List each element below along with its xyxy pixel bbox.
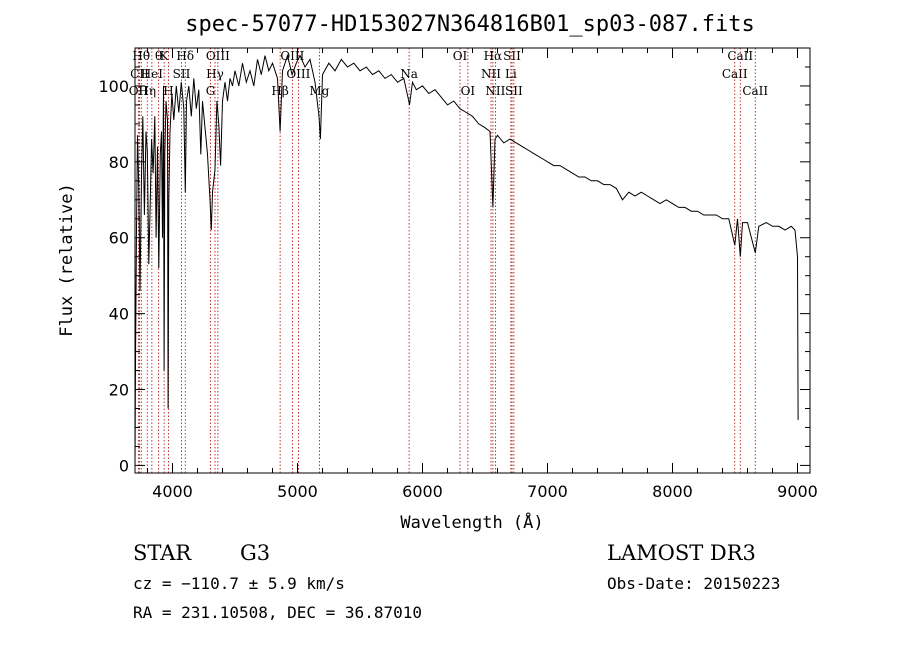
line-marker-label-14: OIII	[280, 49, 304, 63]
line-marker-label-19: OI	[461, 84, 476, 98]
x-tick-label-0: 4000	[152, 482, 193, 501]
line-marker-label-12: OIII	[206, 49, 230, 63]
line-marker-label-10: G	[206, 84, 216, 98]
coordinates: RA = 231.10508, DEC = 36.87010	[133, 603, 422, 622]
line-marker-label-21: Hα	[484, 49, 503, 63]
line-marker-label-23: Li	[505, 67, 517, 81]
y-tick-label-2: 40	[109, 305, 129, 324]
y-tick-label-5: 100	[98, 77, 129, 96]
line-marker-label-28: CaII	[742, 84, 768, 98]
line-marker-label-27: CaII	[727, 49, 753, 63]
line-marker-label-7: H	[163, 84, 173, 98]
line-marker-label-15: OIII	[286, 67, 310, 81]
line-marker-label-13: Hβ	[271, 84, 288, 98]
line-marker-label-6: K	[160, 49, 170, 63]
line-marker-label-25: SII	[505, 84, 523, 98]
line-marker-label-5: θ	[155, 49, 162, 63]
object-class: STAR	[133, 541, 192, 565]
x-tick-label-2: 6000	[402, 482, 443, 501]
obs-date: Obs-Date: 20150223	[607, 574, 780, 593]
line-marker-label-18: OI	[453, 49, 468, 63]
subclass: G3	[240, 541, 270, 565]
redshift-info: cz = −110.7 ± 5.9 km/s	[133, 574, 345, 593]
line-marker-label-17: Na	[400, 67, 418, 81]
line-marker-label-4: HeI	[141, 67, 164, 81]
y-tick-label-3: 60	[109, 229, 129, 248]
line-marker-label-11: Hγ	[206, 67, 224, 81]
survey-name: LAMOST DR3	[607, 541, 756, 565]
x-tick-label-1: 5000	[277, 482, 318, 501]
y-tick-label-1: 20	[109, 381, 129, 400]
chart-title: spec-57077-HD153027N364816B01_sp03-087.f…	[185, 12, 755, 37]
y-axis-label: Flux (relative)	[57, 183, 77, 337]
line-marker-label-0: OII	[129, 84, 149, 98]
x-tick-label-4: 8000	[652, 482, 693, 501]
line-marker-label-9: Hδ	[176, 49, 194, 63]
line-markers: OIICIIHθHηHeIθKHSIIHδGHγOIIIHβOIIIOIIIMg…	[129, 48, 768, 473]
y-tick-label-4: 80	[109, 153, 129, 172]
axis-ticks: 4000 5000 6000 7000 8000 9000 0 20 40 60 80 100	[98, 48, 818, 501]
x-tick-label-3: 7000	[527, 482, 568, 501]
line-marker-label-20: NII	[481, 67, 501, 81]
plot-frame	[134, 47, 811, 474]
line-marker-label-16: Mg	[309, 84, 329, 98]
spectrum-series	[134, 53, 799, 466]
line-marker-label-22: NII	[485, 84, 505, 98]
x-axis-label: Wavelength (Å)	[400, 511, 543, 533]
line-marker-label-8: SII	[173, 67, 191, 81]
x-tick-label-5: 9000	[777, 482, 818, 501]
line-marker-label-26: CaII	[722, 67, 748, 81]
line-marker-label-24: SII	[503, 49, 521, 63]
y-tick-label-0: 0	[119, 456, 129, 475]
line-marker-label-2: Hθ	[132, 49, 150, 63]
